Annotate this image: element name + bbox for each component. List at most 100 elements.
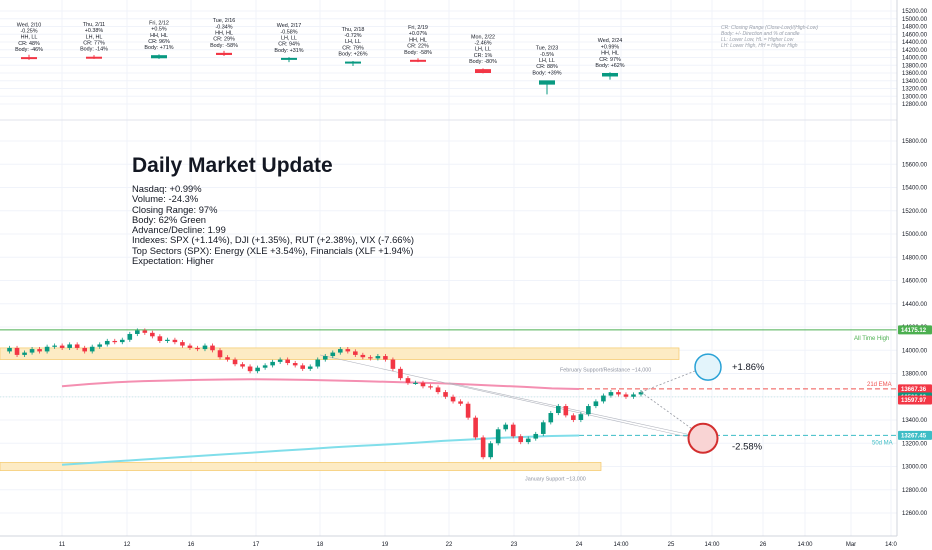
update-line: Body: 62% Green <box>132 213 207 225</box>
day-label: CR: 79% <box>342 45 364 51</box>
price-candle <box>586 406 591 415</box>
y-tick-label: 14600.00 <box>902 32 928 38</box>
day-candle-body <box>216 52 232 55</box>
update-line: Indexes: SPX (+1.14%), DJI (+1.35%), RUT… <box>132 234 414 246</box>
price-candle <box>450 396 456 402</box>
day-label: CR: 88% <box>536 64 558 70</box>
y-tick-label: 13400.00 <box>902 79 928 85</box>
price-candle <box>337 349 343 353</box>
day-label: LH, LL <box>539 58 555 64</box>
y-tick-label: 14000.00 <box>902 348 928 354</box>
target-label: +1.86% <box>732 362 765 373</box>
day-label: Body: +26% <box>338 52 367 58</box>
day-label: Fri, 2/19 <box>408 25 428 31</box>
day-label: Mon, 2/22 <box>471 34 495 40</box>
y-tick-label: 12800.00 <box>902 102 928 108</box>
price-candle <box>82 347 87 352</box>
price-candle <box>37 349 42 352</box>
day-label: Body: +62% <box>595 63 624 69</box>
price-tag-label: 14175.12 <box>901 328 927 334</box>
price-candle <box>480 437 486 458</box>
y-tick-label: 15600.00 <box>902 162 928 168</box>
price-candle <box>187 345 193 348</box>
day-label: -0.72% <box>344 33 361 39</box>
day-candle-body <box>410 59 426 62</box>
x-tick-label: 17 <box>253 542 260 548</box>
price-candle <box>458 401 463 404</box>
y-tick-label: 14400.00 <box>902 40 928 46</box>
projection-up <box>640 366 706 393</box>
day-label: Body: -80% <box>469 59 497 65</box>
y-tick-label: 15800.00 <box>902 139 928 145</box>
update-line: Top Sectors (SPX): Energy (XLE +3.54%), … <box>132 244 414 256</box>
price-tag-label: 13267.45 <box>901 434 927 440</box>
price-candle <box>292 363 298 366</box>
update-line: Volume: -24.3% <box>132 193 199 205</box>
day-label: Wed, 2/17 <box>277 23 301 29</box>
x-tick-label: 18 <box>317 542 324 548</box>
update-line: Expectation: Higher <box>132 255 214 267</box>
target-circle-up <box>694 353 722 381</box>
price-candle <box>473 417 478 438</box>
x-tick-label: 14:0 <box>885 542 897 548</box>
price-candle <box>548 413 554 423</box>
price-candle <box>225 357 230 360</box>
price-candle <box>285 359 290 364</box>
price-candle <box>240 364 245 367</box>
day-label: Body: -58% <box>404 50 432 56</box>
price-candle <box>157 336 163 341</box>
price-candle <box>420 382 426 387</box>
price-candle <box>202 345 208 350</box>
y-tick-label: 15000.00 <box>902 17 928 23</box>
y-tick-label: 13800.00 <box>902 372 928 378</box>
day-candle-body <box>151 55 167 59</box>
price-candle <box>7 347 12 352</box>
price-candle <box>540 422 546 434</box>
price-candles <box>7 328 644 460</box>
price-candle <box>428 386 433 388</box>
y-axis: 12800.0013000.0013200.0013400.0013600.00… <box>896 0 932 550</box>
day-label: +0.38% <box>85 28 104 34</box>
y-tick-label: 14800.00 <box>902 25 928 31</box>
x-tick-label: 11 <box>59 542 66 548</box>
price-candle <box>631 394 636 397</box>
x-tick-label: 22 <box>446 542 453 548</box>
price-candle <box>262 365 268 368</box>
price-candle <box>104 340 110 345</box>
price-candle <box>623 394 629 397</box>
level-label: All Time High <box>854 336 889 342</box>
price-candle <box>150 332 155 337</box>
price-candle <box>22 352 27 355</box>
day-label: +0.5% <box>151 27 167 33</box>
day-label: -0.25% <box>20 29 37 35</box>
y-tick-label: 13800.00 <box>902 63 928 69</box>
price-candle <box>127 333 133 340</box>
price-candle <box>255 367 260 372</box>
day-label: Thu, 2/11 <box>83 22 105 28</box>
day-label: Body: +71% <box>144 45 173 51</box>
day-candle-body <box>21 57 37 60</box>
price-candle <box>14 347 20 355</box>
day-label: HH, HL <box>215 30 233 36</box>
daily-update-box: Daily Market Update Nasdaq: +0.99% Volum… <box>132 154 414 266</box>
price-candle <box>89 346 95 352</box>
price-candle <box>638 392 644 395</box>
price-candle <box>465 403 471 418</box>
x-tick-label: 24 <box>576 542 583 548</box>
day-label: +0.07% <box>409 31 428 37</box>
day-label: Thu, 2/18 <box>342 27 365 33</box>
price-candle <box>443 392 448 397</box>
price-tag-label: 13667.36 <box>901 387 927 393</box>
price-candle <box>571 415 576 420</box>
moving-averages <box>61 354 701 466</box>
y-tick-label: 14800.00 <box>902 255 928 261</box>
price-candle <box>503 424 508 430</box>
candle-legend: CR: Closing Range (Close-Low)/(High-Low)… <box>721 25 818 49</box>
price-candle <box>247 366 253 372</box>
day-label: CR: 1% <box>474 53 493 59</box>
price-candle <box>413 382 418 384</box>
legend-line: CR: Closing Range (Close-Low)/(High-Low) <box>721 25 818 31</box>
target-label: -2.58% <box>732 441 763 452</box>
price-candle <box>210 345 215 351</box>
